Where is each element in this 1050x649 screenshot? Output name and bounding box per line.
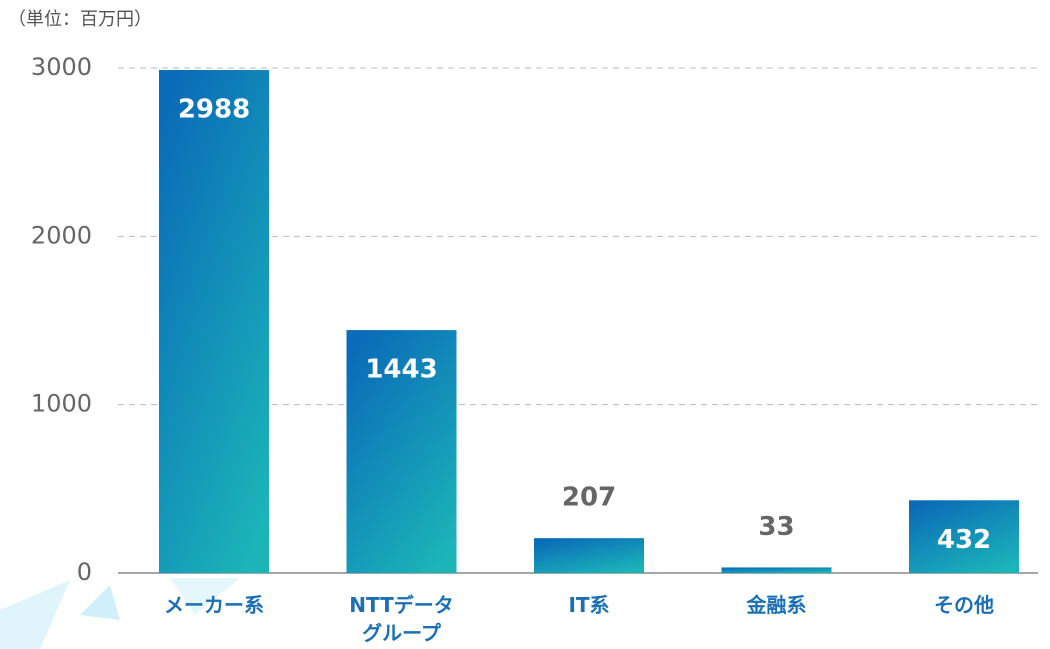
x-tick-label: 金融系	[746, 593, 807, 617]
bar	[909, 500, 1019, 573]
decoration	[80, 585, 120, 620]
value-label: 207	[562, 483, 616, 513]
value-label: 1443	[365, 355, 437, 385]
y-tick-label: 2000	[31, 221, 92, 249]
bar	[721, 567, 832, 573]
x-tick-label: NTTデータ グループ	[349, 593, 454, 645]
bar	[159, 70, 269, 574]
decoration	[0, 580, 70, 649]
y-tick-label: 1000	[31, 390, 92, 418]
x-tick-label: IT系	[568, 593, 610, 617]
value-label: 2988	[178, 95, 250, 125]
y-tick-label: 3000	[31, 53, 92, 81]
bar	[346, 330, 457, 573]
x-tick-label: その他	[934, 593, 994, 617]
value-label: 432	[937, 525, 991, 555]
y-tick-label: 0	[77, 558, 92, 586]
x-tick-label: メーカー系	[164, 593, 264, 617]
bar	[534, 538, 644, 573]
value-label: 33	[758, 512, 794, 542]
unit-label: （単位：百万円）	[8, 9, 152, 30]
decoration	[170, 578, 240, 615]
